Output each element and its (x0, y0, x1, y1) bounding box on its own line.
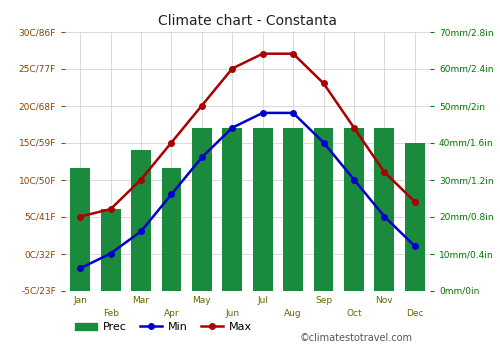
Text: Apr: Apr (164, 309, 180, 318)
Bar (314, 128, 334, 290)
Bar (405, 142, 424, 290)
Text: Dec: Dec (406, 309, 423, 318)
Text: Mar: Mar (132, 296, 150, 306)
Bar (253, 128, 272, 290)
Text: Feb: Feb (102, 309, 118, 318)
Text: Jan: Jan (74, 296, 87, 306)
Bar (374, 128, 394, 290)
Bar (131, 150, 151, 290)
Legend: Prec, Min, Max: Prec, Min, Max (70, 318, 256, 337)
Text: Oct: Oct (346, 309, 362, 318)
Bar (162, 168, 182, 290)
Text: Aug: Aug (284, 309, 302, 318)
Bar (192, 128, 212, 290)
Text: ©climatestotravel.com: ©climatestotravel.com (300, 333, 413, 343)
Text: Sep: Sep (315, 296, 332, 306)
Bar (100, 209, 120, 290)
Text: Jul: Jul (257, 296, 268, 306)
Bar (283, 128, 303, 290)
Bar (222, 128, 242, 290)
Text: May: May (192, 296, 211, 306)
Title: Climate chart - Constanta: Climate chart - Constanta (158, 14, 337, 28)
Text: Nov: Nov (376, 296, 393, 306)
Text: Jun: Jun (225, 309, 240, 318)
Bar (70, 168, 90, 290)
Bar (344, 128, 364, 290)
